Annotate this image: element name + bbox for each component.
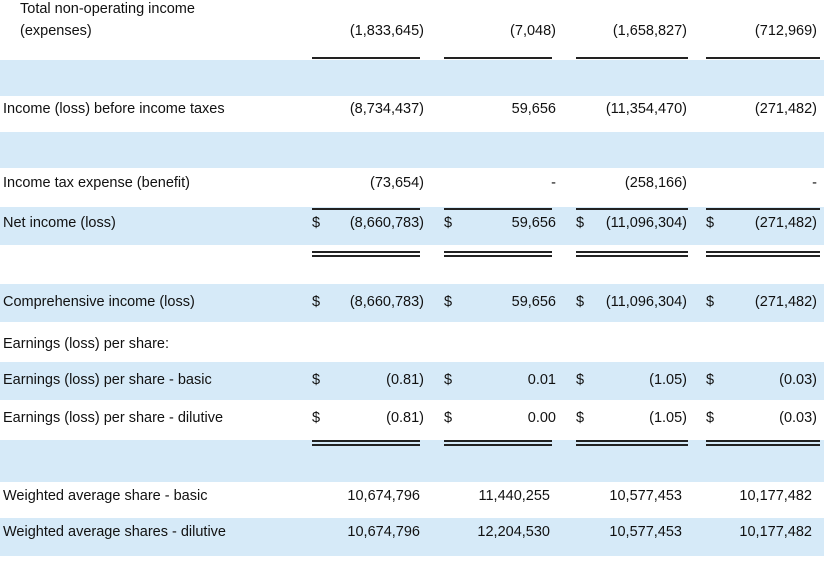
value-col-1: (8,734,437) <box>349 101 424 117</box>
currency-symbol: $ <box>312 410 321 426</box>
double-underline-col-2 <box>444 251 552 257</box>
currency-symbol: $ <box>706 410 715 426</box>
row-weighted-basic: Weighted average share - basic 10,674,79… <box>0 482 824 518</box>
row-label: Income (loss) before income taxes <box>3 101 225 117</box>
currency-symbol: $ <box>576 294 585 310</box>
row-label: Weighted average shares - dilutive <box>3 524 226 540</box>
row-income-before-taxes: Income (loss) before income taxes (8,734… <box>0 96 824 126</box>
value-col-3: (1.05) <box>649 372 687 388</box>
row-label: Earnings (loss) per share - dilutive <box>3 410 224 426</box>
row-eps-basic: Earnings (loss) per share - basic $ (0.8… <box>0 362 824 400</box>
value-col-1: 10,674,796 <box>347 524 420 540</box>
value-col-4: 10,177,482 <box>739 488 812 504</box>
value-col-1: (8,660,783) <box>349 294 424 310</box>
value-col-2: 0.01 <box>527 372 556 388</box>
underline-col-2 <box>444 57 552 59</box>
value-col-3: (1,658,827) <box>612 23 687 39</box>
value-col-2: (7,048) <box>510 23 556 39</box>
spacer-row <box>0 60 824 96</box>
value-col-2: 12,204,530 <box>477 524 550 540</box>
currency-symbol: $ <box>706 215 715 231</box>
row-eps-dilutive: Earnings (loss) per share - dilutive $ (… <box>0 400 824 436</box>
row-label: Comprehensive income (loss) <box>3 294 195 310</box>
value-col-3: 10,577,453 <box>609 524 682 540</box>
value-col-2: 59,656 <box>511 101 556 117</box>
overline-col-3 <box>576 208 688 210</box>
currency-symbol: $ <box>444 372 453 388</box>
currency-symbol: $ <box>312 215 321 231</box>
value-col-2: - <box>551 175 556 191</box>
value-col-2: 59,656 <box>511 294 556 310</box>
value-col-3: (11,096,304) <box>605 215 687 231</box>
overline-col-1 <box>312 208 420 210</box>
value-col-2: 0.00 <box>527 410 556 426</box>
row-eps-header: Earnings (loss) per share: <box>0 328 824 362</box>
value-col-3: 10,577,453 <box>609 488 682 504</box>
row-comprehensive-income: Comprehensive income (loss) $ (8,660,783… <box>0 284 824 322</box>
value-col-1: (73,654) <box>369 175 424 191</box>
row-label: Earnings (loss) per share: <box>3 336 170 352</box>
double-underline-col-3 <box>576 440 688 446</box>
currency-symbol: $ <box>576 372 585 388</box>
value-col-4: (271,482) <box>754 215 817 231</box>
currency-symbol: $ <box>444 215 453 231</box>
overline-col-4 <box>706 208 820 210</box>
double-underline-col-4 <box>706 251 820 257</box>
currency-symbol: $ <box>312 294 321 310</box>
value-col-4: (0.03) <box>779 410 817 426</box>
value-col-1: (0.81) <box>386 372 424 388</box>
underline-col-4 <box>706 57 820 59</box>
currency-symbol: $ <box>576 215 585 231</box>
value-col-1: 10,674,796 <box>347 488 420 504</box>
value-col-1: (1,833,645) <box>349 23 424 39</box>
row-net-income: Net income (loss) $ (8,660,783) $ 59,656… <box>0 207 824 245</box>
underline-col-3 <box>576 57 688 59</box>
underline-col-1 <box>312 57 420 59</box>
currency-symbol: $ <box>706 294 715 310</box>
value-col-1: (8,660,783) <box>349 215 424 231</box>
row-label-continued: (expenses) <box>20 23 92 39</box>
row-label: Earnings (loss) per share - basic <box>3 372 212 388</box>
currency-symbol: $ <box>576 410 585 426</box>
row-label: Weighted average share - basic <box>3 488 208 504</box>
spacer-row <box>0 440 824 482</box>
double-underline-col-4 <box>706 440 820 446</box>
row-label: Net income (loss) <box>3 215 116 231</box>
value-col-2: 59,656 <box>511 215 556 231</box>
currency-symbol: $ <box>706 372 715 388</box>
value-col-2: 11,440,255 <box>478 488 551 504</box>
value-col-4: (0.03) <box>779 372 817 388</box>
row-weighted-dilutive: Weighted average shares - dilutive 10,67… <box>0 518 824 556</box>
double-underline-col-2 <box>444 440 552 446</box>
value-col-4: 10,177,482 <box>739 524 812 540</box>
value-col-4: (271,482) <box>754 101 817 117</box>
overline-col-2 <box>444 208 552 210</box>
currency-symbol: $ <box>444 410 453 426</box>
double-underline-col-3 <box>576 251 688 257</box>
value-col-3: (11,354,470) <box>605 101 687 117</box>
value-col-1: (0.81) <box>386 410 424 426</box>
value-col-4: (712,969) <box>754 23 817 39</box>
value-col-3: (11,096,304) <box>605 294 687 310</box>
value-col-4: (271,482) <box>754 294 817 310</box>
spacer-row <box>0 132 824 168</box>
value-col-3: (258,166) <box>624 175 687 191</box>
row-income-tax: Income tax expense (benefit) (73,654) - … <box>0 168 824 198</box>
value-col-3: (1.05) <box>649 410 687 426</box>
currency-symbol: $ <box>312 372 321 388</box>
double-underline-col-1 <box>312 251 420 257</box>
row-label: Total non-operating income <box>20 1 195 17</box>
value-col-4: - <box>812 175 817 191</box>
currency-symbol: $ <box>444 294 453 310</box>
row-label: Income tax expense (benefit) <box>3 175 190 191</box>
double-underline-col-1 <box>312 440 420 446</box>
